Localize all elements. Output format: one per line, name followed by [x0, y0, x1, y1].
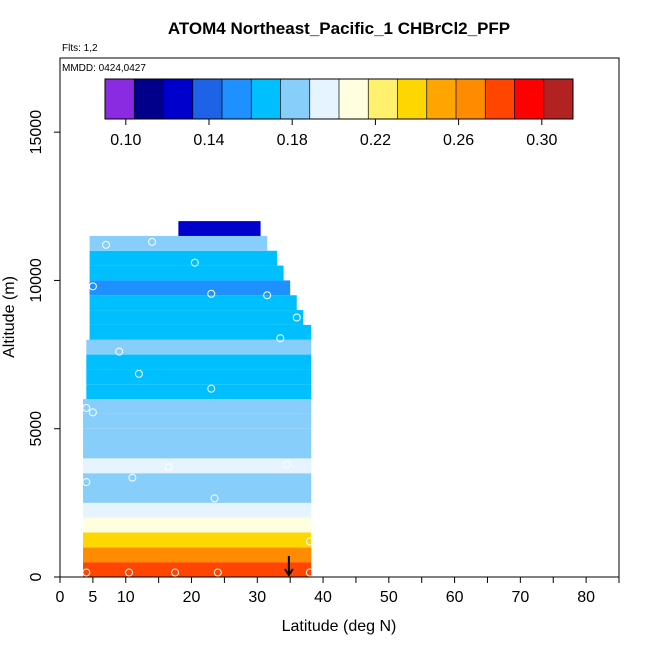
data-point: [282, 460, 291, 469]
heat-band: [86, 354, 312, 370]
x-tick-label: 0: [56, 589, 65, 606]
data-point: [171, 568, 180, 577]
heat-band: [89, 265, 284, 281]
x-tick-label: 50: [380, 589, 398, 606]
colorbar-segment: [222, 79, 252, 119]
heat-band: [83, 547, 312, 563]
colorbar-segment: [514, 79, 545, 119]
data-point: [128, 473, 137, 482]
data-point: [164, 463, 173, 472]
colorbar-segment: [456, 79, 486, 119]
heat-band: [83, 399, 312, 414]
data-point: [213, 568, 222, 577]
colorbar-segment: [309, 79, 340, 119]
data-point: [292, 313, 301, 322]
colorbar-segment: [105, 79, 135, 119]
y-tick-label: 0: [28, 572, 45, 581]
heat-band: [83, 532, 312, 548]
heat-band: [178, 221, 261, 236]
data-point: [207, 289, 216, 298]
colorbar-segment: [192, 79, 223, 119]
heat-band: [89, 295, 297, 311]
latitude-marker: [284, 556, 294, 577]
x-axis-label: Latitude (deg N): [282, 618, 397, 635]
data-point: [88, 282, 97, 291]
colorbar-frame: [104, 78, 574, 120]
x-tick-label: 5: [88, 589, 97, 606]
colorbar-segment: [339, 79, 369, 119]
heat-band: [83, 517, 312, 533]
colorbar-tick-label: 0.30: [526, 132, 557, 149]
colorbar-tick-label: 0.26: [443, 132, 474, 149]
heat-band: [83, 488, 312, 503]
data-point: [305, 568, 314, 577]
data-point: [207, 384, 216, 393]
x-tick-label: 70: [511, 589, 529, 606]
x-tick-label: 30: [248, 589, 266, 606]
data-point: [263, 291, 272, 300]
colorbar-segment: [251, 79, 281, 119]
heat-band: [83, 413, 312, 429]
heat-band: [83, 458, 312, 474]
y-tick-label: 10000: [28, 258, 45, 303]
data-point: [102, 240, 111, 249]
heat-band: [89, 310, 304, 325]
heat-band: [89, 324, 312, 340]
colorbar-segment: [134, 79, 164, 119]
heat-band: [86, 369, 312, 385]
colorbar-segment: [485, 79, 515, 119]
heat-band: [83, 473, 312, 489]
data-point: [82, 403, 91, 412]
colorbar-tick-label: 0.22: [360, 132, 391, 149]
y-tick-label: 15000: [28, 110, 45, 155]
data-point: [82, 478, 91, 487]
heat-band: [83, 562, 312, 577]
heat-band: [83, 502, 312, 518]
colorbar-segment: [163, 79, 194, 119]
colorbar-segment: [426, 79, 457, 119]
dates-label: MMDD: 0424,0427: [62, 63, 146, 74]
heat-band: [86, 384, 312, 400]
data-point: [190, 258, 199, 267]
colorbar-tick-label: 0.14: [193, 132, 224, 149]
heat-band: [89, 250, 278, 266]
colorbar-segment: [368, 79, 398, 119]
y-axis: 0 5000 10000 15000: [28, 110, 60, 581]
heatmap-area: [83, 221, 312, 577]
data-point: [276, 334, 285, 343]
sample-points: [82, 237, 314, 577]
data-point: [125, 568, 134, 577]
heat-band: [89, 235, 268, 251]
marker-arrow-head: [284, 568, 294, 577]
x-tick-label: 20: [183, 589, 201, 606]
data-point: [88, 408, 97, 417]
heat-band: [83, 443, 312, 459]
x-tick-label: 10: [117, 589, 135, 606]
colorbar: 0.10 0.14 0.18 0.22 0.26 0.30: [104, 78, 574, 149]
plot-frame: [59, 57, 620, 578]
colorbar-tick-label: 0.10: [110, 132, 141, 149]
heat-band: [83, 428, 312, 444]
y-tick-label: 5000: [28, 411, 45, 447]
x-tick-label: 40: [314, 589, 332, 606]
flights-label: Flts: 1,2: [62, 43, 98, 54]
chart-title: ATOM4 Northeast_Pacific_1 CHBrCl2_PFP: [168, 19, 510, 38]
data-point: [210, 494, 219, 503]
colorbar-segment: [280, 79, 311, 119]
data-point: [82, 568, 91, 577]
y-axis-label: Altitude (m): [1, 276, 18, 358]
data-point: [305, 537, 314, 546]
colorbar-segment: [543, 79, 574, 119]
x-tick-label: 60: [446, 589, 464, 606]
colorbar-tick-label: 0.18: [277, 132, 308, 149]
heat-band: [86, 339, 312, 355]
data-point: [148, 237, 157, 246]
heat-band: [89, 280, 291, 296]
data-point: [134, 369, 143, 378]
colorbar-segment: [397, 79, 428, 119]
data-point: [115, 347, 124, 356]
x-tick-label: 80: [577, 589, 595, 606]
x-axis: 0 5 10 20 30 40 50 60 70 80: [56, 577, 620, 606]
